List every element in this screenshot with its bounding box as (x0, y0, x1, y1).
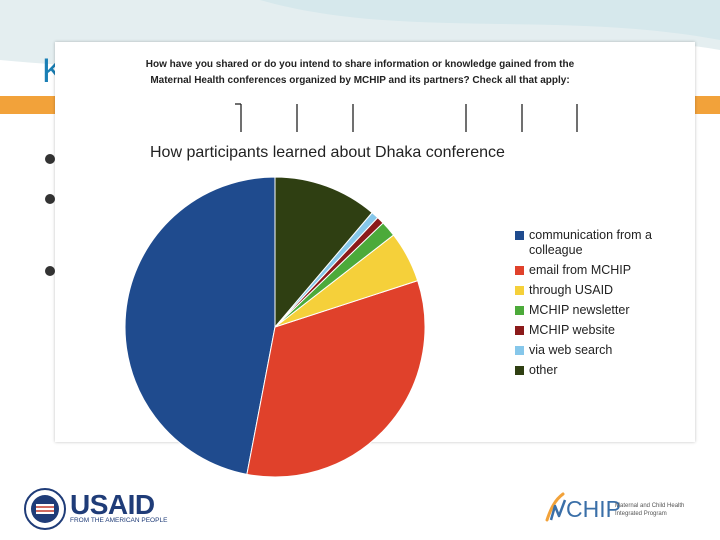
pie-chart (124, 177, 426, 478)
legend-label: MCHIP website (529, 323, 615, 337)
legend-swatch (515, 286, 524, 295)
legend-swatch (515, 231, 524, 240)
legend-label: other (529, 363, 558, 377)
mchip-wordmark: CHIP (566, 496, 621, 522)
survey-question-line: How have you shared or do you intend to … (145, 59, 575, 70)
mchip-logo-mark (545, 492, 567, 522)
survey-chart-overlay: How have you shared or do you intend to … (55, 42, 695, 478)
legend-label: MCHIP newsletter (529, 303, 630, 317)
bullet-dot (45, 154, 55, 164)
legend-item: MCHIP newsletter (515, 303, 695, 318)
legend-item: via web search (515, 343, 695, 358)
chart-legend: communication from a colleague email from… (515, 228, 695, 383)
bullet-dot (45, 194, 55, 204)
legend-swatch (515, 326, 524, 335)
mchip-description: Maternal and Child Health Integrated Pro… (615, 503, 685, 517)
legend-item: communication from a colleague (515, 228, 695, 258)
cropped-bar-ticks (235, 103, 578, 132)
legend-swatch (515, 266, 524, 275)
chart-title: How participants learned about Dhaka con… (150, 144, 505, 161)
pie-slice (246, 280, 426, 478)
legend-item: other (515, 363, 695, 378)
survey-question: How have you shared or do you intend to … (55, 57, 665, 89)
legend-item: MCHIP website (515, 323, 695, 338)
legend-label: communication from a colleague (529, 228, 652, 257)
legend-swatch (515, 306, 524, 315)
legend-swatch (515, 346, 524, 355)
bullet-dot (45, 266, 55, 276)
legend-item: email from MCHIP (515, 263, 695, 278)
legend-item: through USAID (515, 283, 695, 298)
usaid-seal-logo (24, 488, 66, 530)
pie-slice (124, 177, 276, 475)
survey-question-line: Maternal Health conferences organized by… (150, 75, 570, 86)
legend-label: email from MCHIP (529, 263, 632, 277)
legend-swatch (515, 366, 524, 375)
usaid-tagline: FROM THE AMERICAN PEOPLE (70, 517, 168, 524)
pie-slice (274, 177, 373, 329)
legend-label: through USAID (529, 283, 614, 297)
usaid-wordmark: USAID (70, 489, 155, 520)
legend-label: via web search (529, 343, 613, 357)
